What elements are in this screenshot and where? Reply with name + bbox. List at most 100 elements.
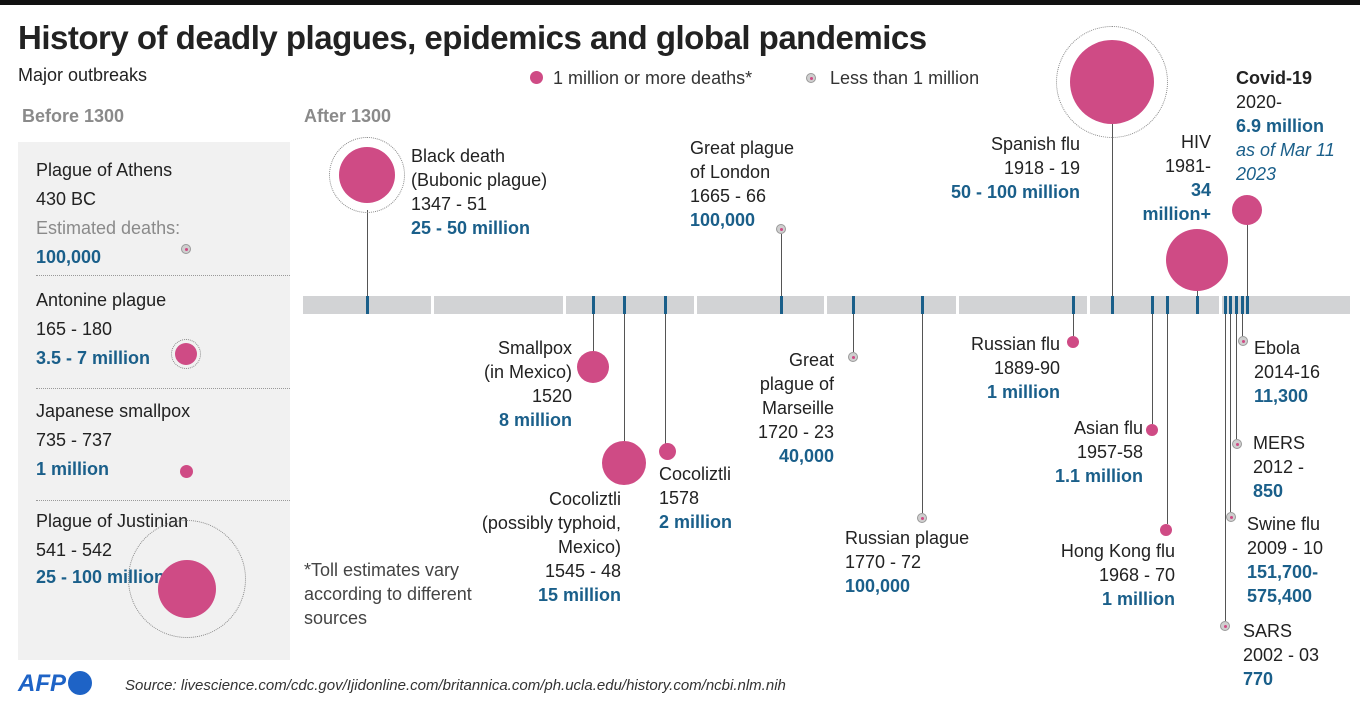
label-smallpox-mexico: Smallpox (in Mexico) 1520 8 million (484, 336, 572, 432)
name: Plague of Justinian (36, 511, 189, 531)
name: Cocoliztli (659, 464, 732, 484)
name: Asian flu (1073, 418, 1143, 438)
label-cocoliztli-1578: Cocoliztli 1578 2 million (659, 462, 732, 534)
tick (1246, 296, 1249, 314)
name: plague of (759, 374, 834, 394)
deaths: 100,000 (845, 576, 911, 596)
name: Covid-19 (1236, 68, 1313, 88)
stem (1073, 310, 1074, 336)
deaths: 151,700- (1247, 562, 1319, 582)
marker-mers (1232, 439, 1242, 449)
stem (1236, 310, 1237, 439)
label-covid: Covid-19 2020- 6.9 million as of Mar 11 2023 (1236, 66, 1335, 186)
name: Plague of Athens (36, 160, 173, 180)
name: Ebola (1254, 338, 1301, 358)
label-russian-plague: Russian plague 1770 - 72 100,000 (845, 526, 969, 598)
marker-cocoliztli-1545 (602, 441, 646, 485)
logo-circle-icon (68, 671, 92, 695)
stem (922, 310, 923, 513)
label-russian-flu: Russian flu 1889-90 1 million (971, 332, 1060, 404)
marker-hong-kong-flu (1160, 524, 1172, 536)
stem (593, 310, 594, 352)
tick (664, 296, 667, 314)
marker-sars (1220, 621, 1230, 631)
label-cocoliztli-1545: Cocoliztli (possibly typhoid, Mexico) 1545 … (482, 487, 621, 607)
tick (1111, 296, 1114, 314)
name: (possibly typhoid, (481, 513, 621, 533)
stem (1152, 310, 1153, 424)
name: Great (788, 350, 834, 370)
bar-segment (434, 296, 563, 314)
deaths: 34 (1190, 180, 1211, 200)
marker-russian-flu (1067, 336, 1079, 348)
stem (1230, 310, 1231, 512)
footnote-line: sources (304, 608, 368, 628)
years: 1981- (1164, 156, 1211, 176)
marker-marseille (848, 352, 858, 362)
name: Russian flu (970, 334, 1060, 354)
marker-ebola (1238, 336, 1248, 346)
deaths: 1 million (986, 382, 1060, 402)
tick (1224, 296, 1227, 314)
stem (624, 310, 625, 442)
top-rule (0, 0, 1360, 5)
before-1300-panel: Plague of Athens 430 BC Estimated deaths… (18, 142, 290, 660)
marker-cocoliztli-1578 (659, 443, 676, 460)
name: Smallpox (497, 338, 572, 358)
tick (852, 296, 855, 314)
deaths: 2 million (659, 512, 733, 532)
years: 1665 - 66 (690, 186, 767, 206)
deaths: 3.5 - 7 million (36, 348, 151, 368)
years: 1957-58 (1076, 442, 1143, 462)
years: 1968 - 70 (1098, 565, 1175, 585)
divider (36, 275, 290, 276)
note: 2023 (1236, 164, 1277, 184)
stem (1112, 124, 1113, 300)
legend-small-marker (806, 73, 816, 83)
legend-large-marker (530, 71, 543, 84)
marker-asian-flu (1146, 424, 1158, 436)
tick (1196, 296, 1199, 314)
halo (1056, 26, 1168, 138)
name: SARS (1243, 621, 1293, 641)
halo (329, 137, 405, 213)
legend-large-label: 1 million or more deaths* (553, 68, 753, 88)
after-1300-heading: After 1300 (304, 106, 392, 126)
years: 165 - 180 (36, 319, 113, 339)
name: of London (690, 162, 771, 182)
years: 1720 - 23 (757, 422, 834, 442)
stem (1247, 224, 1248, 300)
name: Hong Kong flu (1060, 541, 1175, 561)
tick (592, 296, 595, 314)
years: 2009 - 10 (1247, 538, 1324, 558)
years: 1545 - 48 (544, 561, 621, 581)
tick (780, 296, 783, 314)
deaths: 100,000 (36, 247, 102, 267)
label-sars: SARS 2002 - 03 770 (1243, 619, 1319, 691)
stem (367, 210, 368, 300)
years: 1578 (659, 488, 700, 508)
deaths: 8 million (498, 410, 572, 430)
divider (36, 388, 290, 389)
label-asian-flu: Asian flu 1957-58 1.1 million (1055, 416, 1143, 488)
tick (1235, 296, 1238, 314)
large-marker (158, 560, 216, 618)
deaths: million+ (1142, 204, 1211, 224)
bar-segment (566, 296, 694, 314)
tick (1151, 296, 1154, 314)
stem (853, 310, 854, 352)
afp-logo: AFP (18, 671, 92, 697)
years: 2020- (1236, 92, 1283, 112)
note: as of Mar 11 (1236, 140, 1335, 160)
name: (in Mexico) (483, 362, 572, 382)
tick (623, 296, 626, 314)
deaths: 850 (1253, 481, 1284, 501)
label-hong-kong-flu: Hong Kong flu 1968 - 70 1 million (1061, 539, 1175, 611)
stem (665, 310, 666, 444)
years: 2012 - (1253, 457, 1305, 477)
label-mers: MERS 2012 - 850 (1253, 431, 1305, 503)
label-great-plague-london: Great plague of London 1665 - 66 100,000 (690, 136, 794, 232)
years: 1918 - 19 (1003, 158, 1080, 178)
halo (128, 520, 246, 638)
deaths: 770 (1243, 669, 1274, 689)
